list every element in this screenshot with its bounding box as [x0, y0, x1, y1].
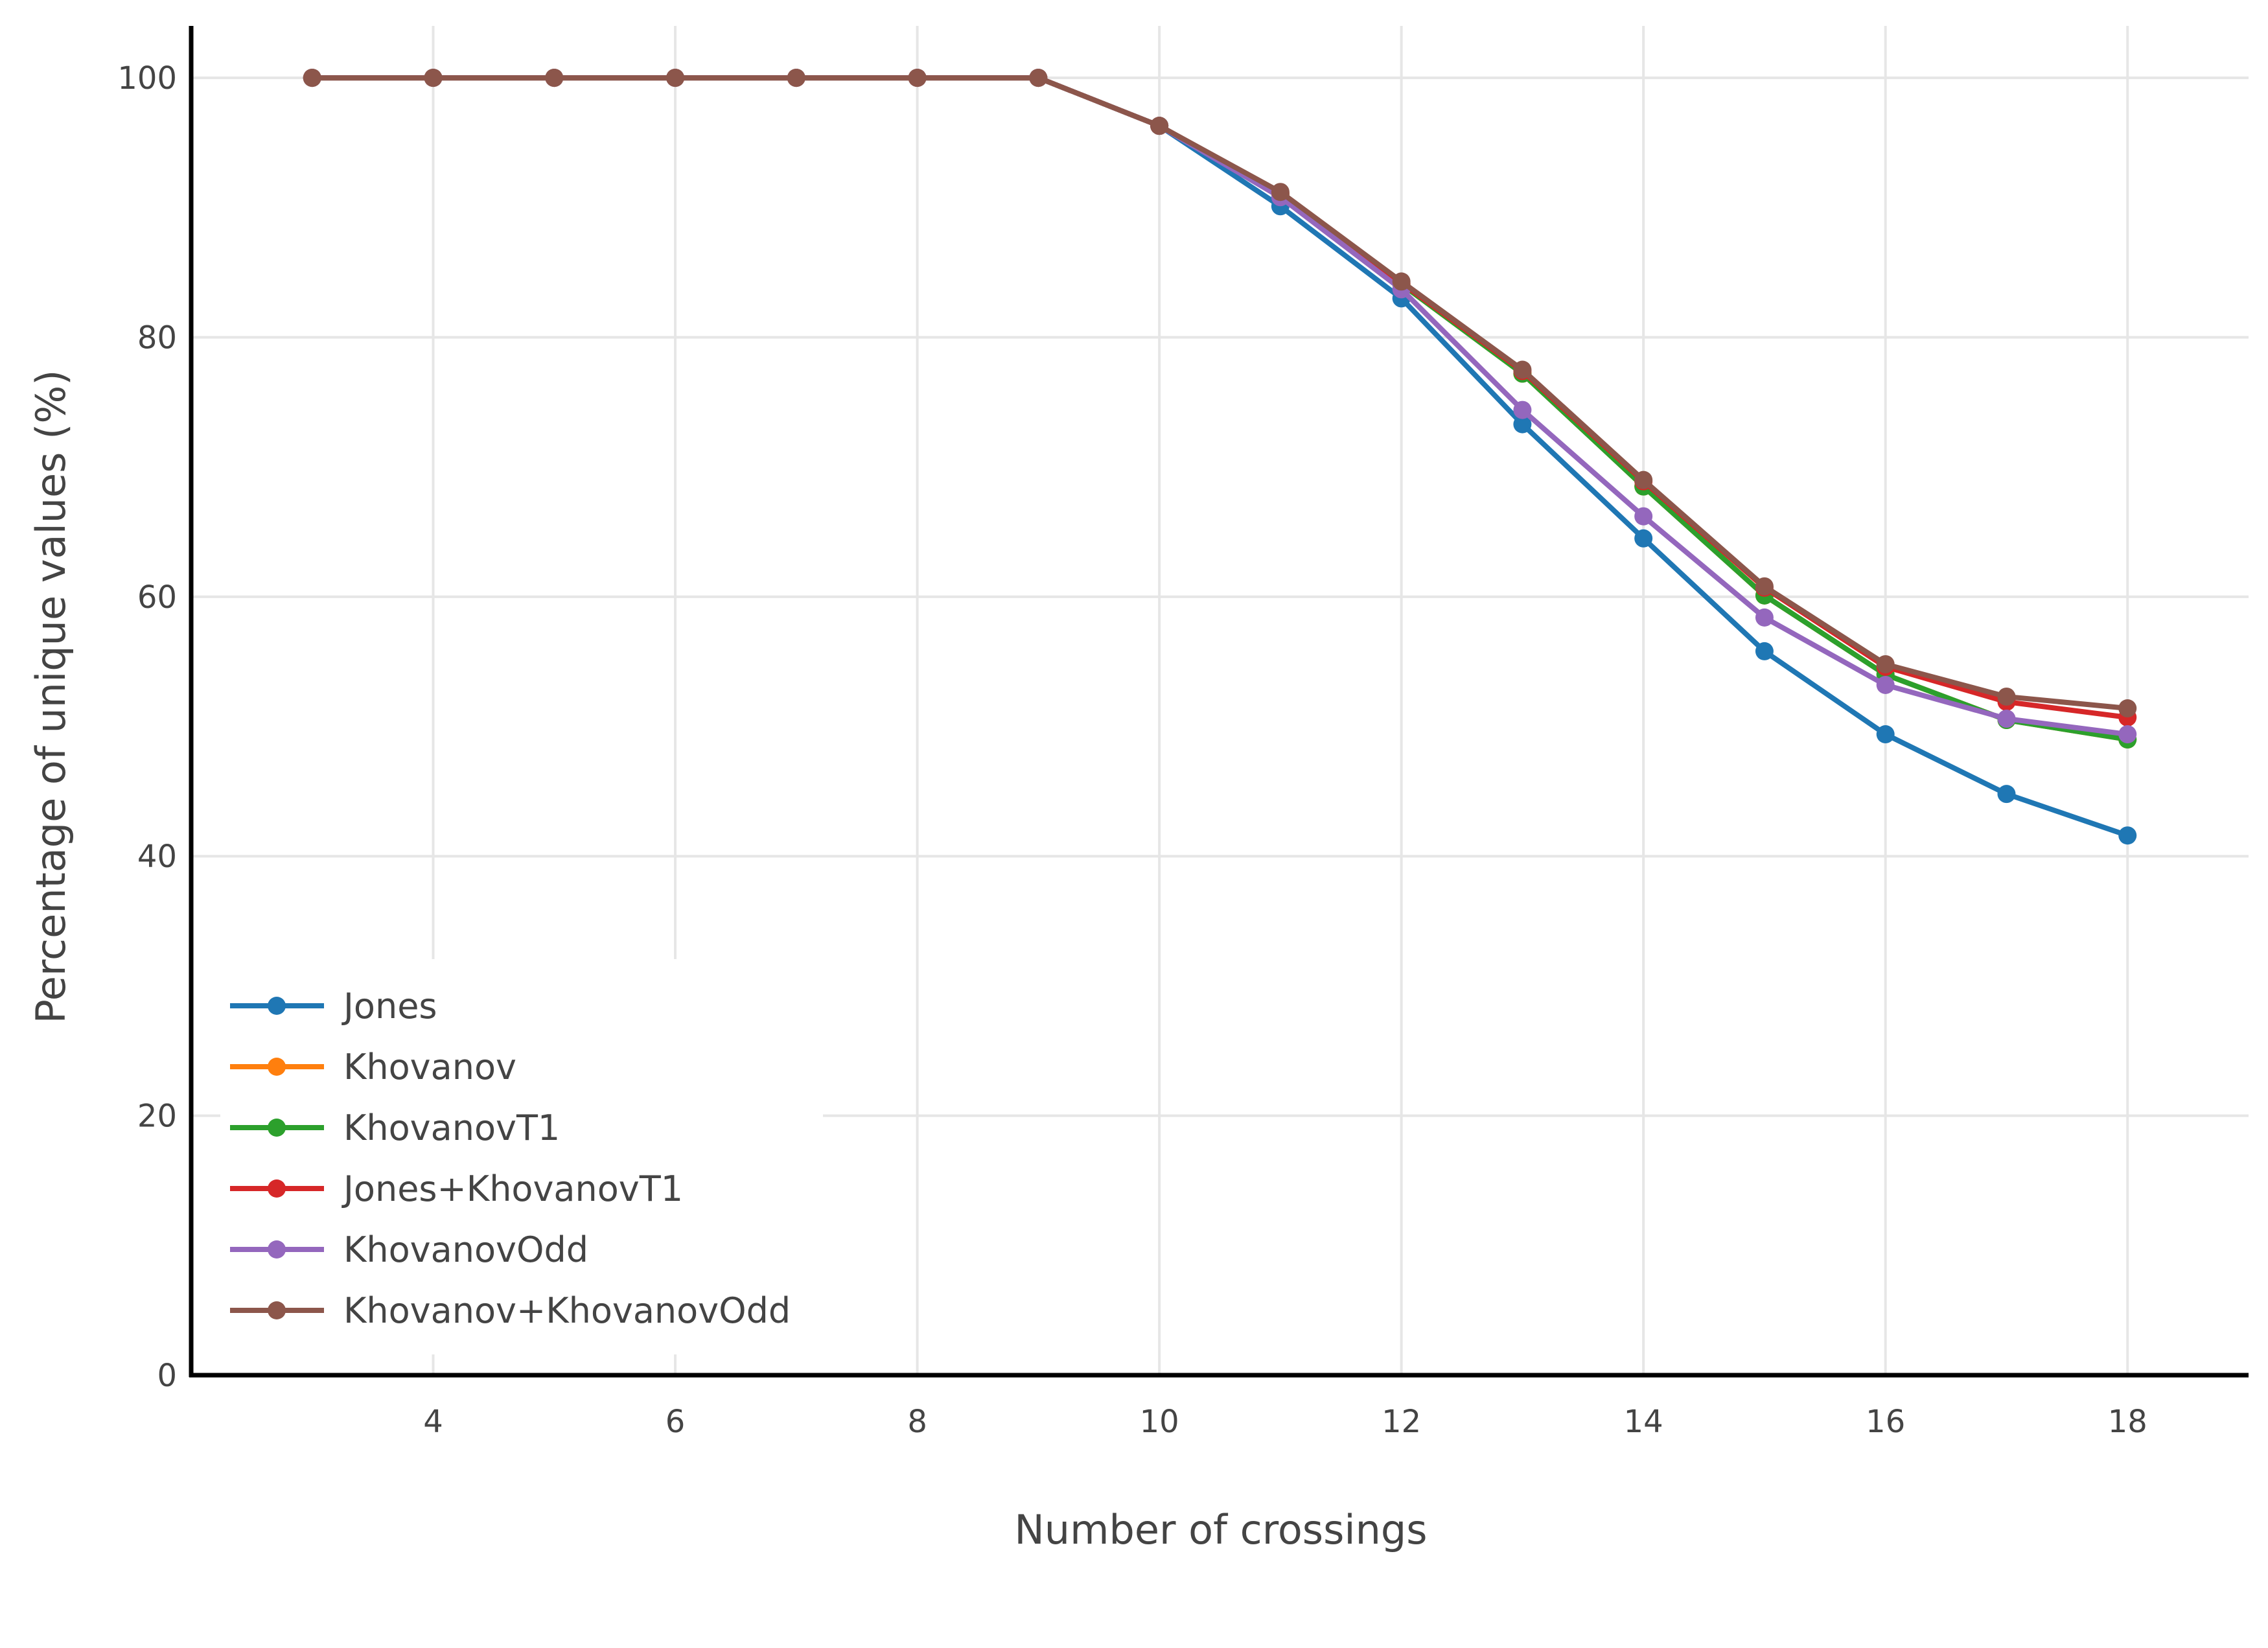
y-axis-title: Percentage of unique values (%) — [27, 370, 75, 1024]
y-tick-label: 60 — [137, 579, 177, 616]
legend-swatch-marker — [268, 1179, 286, 1198]
series-layer — [303, 69, 2137, 845]
legend-label: Khovanov — [343, 1047, 516, 1087]
legend-label: Jones — [341, 986, 437, 1027]
data-point — [2118, 826, 2137, 845]
legend-item[interactable]: Khovanov+KhovanovOdd — [230, 1290, 791, 1331]
data-point — [1634, 529, 1653, 548]
y-tick-label: 0 — [157, 1358, 177, 1394]
legend-label: Jones+KhovanovT1 — [341, 1168, 683, 1209]
legend-swatch-marker — [268, 997, 286, 1015]
legend-item[interactable]: Jones — [230, 986, 437, 1027]
data-point — [1755, 642, 1774, 660]
data-point — [1029, 69, 1048, 87]
data-point — [1513, 400, 1532, 419]
series-khovanovodd — [303, 69, 2137, 744]
x-tick-label: 6 — [665, 1404, 686, 1440]
data-point — [1513, 360, 1532, 379]
legend-label: KhovanovOdd — [343, 1229, 588, 1270]
x-tick-label: 12 — [1382, 1404, 1421, 1440]
legend-swatch-marker — [268, 1119, 286, 1137]
data-point — [1634, 507, 1653, 526]
data-point — [666, 69, 685, 87]
axes: 0 20 40 60 80 100 4 6 8 10 12 14 16 18 — [117, 26, 2249, 1440]
x-axis-title: Number of crossings — [1014, 1506, 1427, 1553]
data-point — [1876, 675, 1895, 694]
series-line — [312, 75, 2128, 711]
legend-swatch-marker — [268, 1058, 286, 1076]
legend-item[interactable]: Jones+KhovanovT1 — [230, 1168, 683, 1209]
x-tick-label: 10 — [1140, 1404, 1179, 1440]
legend-background — [220, 959, 823, 1354]
x-tick-label: 4 — [423, 1404, 443, 1440]
series-khovanov-khovanovodd — [303, 69, 2137, 718]
data-point — [545, 69, 564, 87]
series-line — [312, 75, 2128, 737]
legend: Jones Khovanov KhovanovT1 Jones+KhovanovT1 K… — [220, 959, 823, 1354]
legend-label: KhovanovT1 — [343, 1108, 560, 1148]
legend-item[interactable]: KhovanovT1 — [230, 1108, 560, 1148]
y-tick-label: 20 — [137, 1098, 177, 1135]
data-point — [1392, 272, 1411, 291]
data-point — [787, 69, 805, 87]
x-tick-label: 8 — [907, 1404, 927, 1440]
data-point — [424, 69, 443, 87]
series-line — [312, 75, 2128, 720]
series-jones — [303, 69, 2137, 845]
legend-swatch-marker — [268, 1301, 286, 1319]
data-point — [1513, 415, 1532, 434]
data-point — [1634, 470, 1653, 489]
x-tick-label: 16 — [1866, 1404, 1905, 1440]
data-point — [2118, 699, 2137, 718]
data-point — [1876, 655, 1895, 673]
data-point — [1755, 608, 1774, 627]
y-tick-label: 100 — [117, 60, 177, 97]
data-point — [1271, 183, 1290, 202]
data-point — [908, 69, 927, 87]
series-line — [312, 75, 2128, 743]
y-tick-label: 40 — [137, 839, 177, 875]
legend-item[interactable]: KhovanovOdd — [230, 1229, 588, 1270]
data-point — [1997, 785, 2016, 804]
series-line — [312, 75, 2129, 838]
x-tick-label: 14 — [1624, 1404, 1663, 1440]
series-line — [312, 75, 2128, 743]
data-point — [1150, 117, 1169, 135]
y-tick-label: 80 — [137, 319, 177, 356]
data-point — [303, 69, 321, 87]
data-point — [1997, 710, 2016, 728]
x-tick-label: 18 — [2108, 1404, 2147, 1440]
legend-item[interactable]: Khovanov — [230, 1047, 516, 1087]
data-point — [1876, 725, 1895, 744]
data-point — [2118, 725, 2137, 744]
legend-label: Khovanov+KhovanovOdd — [343, 1290, 791, 1331]
legend-swatch-marker — [268, 1240, 286, 1259]
data-point — [1755, 577, 1774, 596]
data-point — [1997, 687, 2016, 706]
